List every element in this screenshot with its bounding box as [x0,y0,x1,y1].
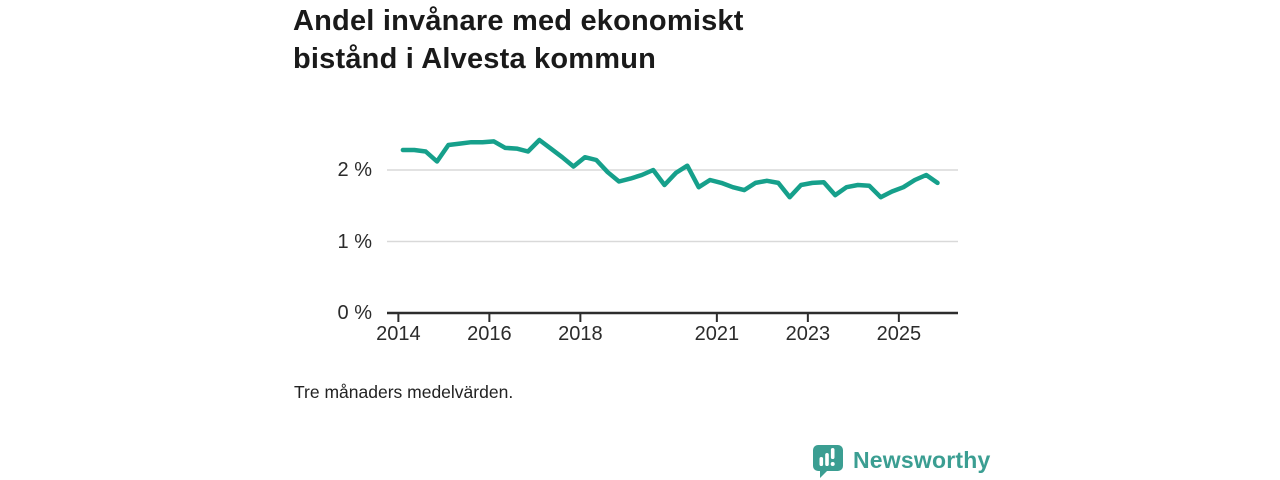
x-axis-label-2023: 2023 [785,323,831,345]
chart-footnote: Tre månaders medelvärden. [294,382,514,402]
newsworthy-logo[interactable]: Newsworthy [811,443,990,478]
newsworthy-bar-chart-bubble-icon [813,445,843,478]
page-title-line-1: Andel invånare med ekonomiskt [293,5,744,37]
x-axis-label-2014: 2014 [376,323,421,345]
y-axis-label-1: 1 % [337,230,372,253]
page-title-line-2: bistånd i Alvesta kommun [293,43,657,75]
y-axis-label-0: 0 % [337,302,372,324]
x-axis-label-2021: 2021 [694,323,740,345]
newsworthy-wordmark: Newsworthy [853,447,991,473]
x-axis-label-2025: 2025 [876,323,922,345]
data-line-series [400,137,940,200]
x-axis-label-2018: 2018 [558,323,603,345]
y-axis-label-2: 2 % [337,159,372,182]
x-axis-label-2016: 2016 [467,323,512,345]
page-title: Andel invånare med ekonomiskt bistånd i … [293,2,933,78]
